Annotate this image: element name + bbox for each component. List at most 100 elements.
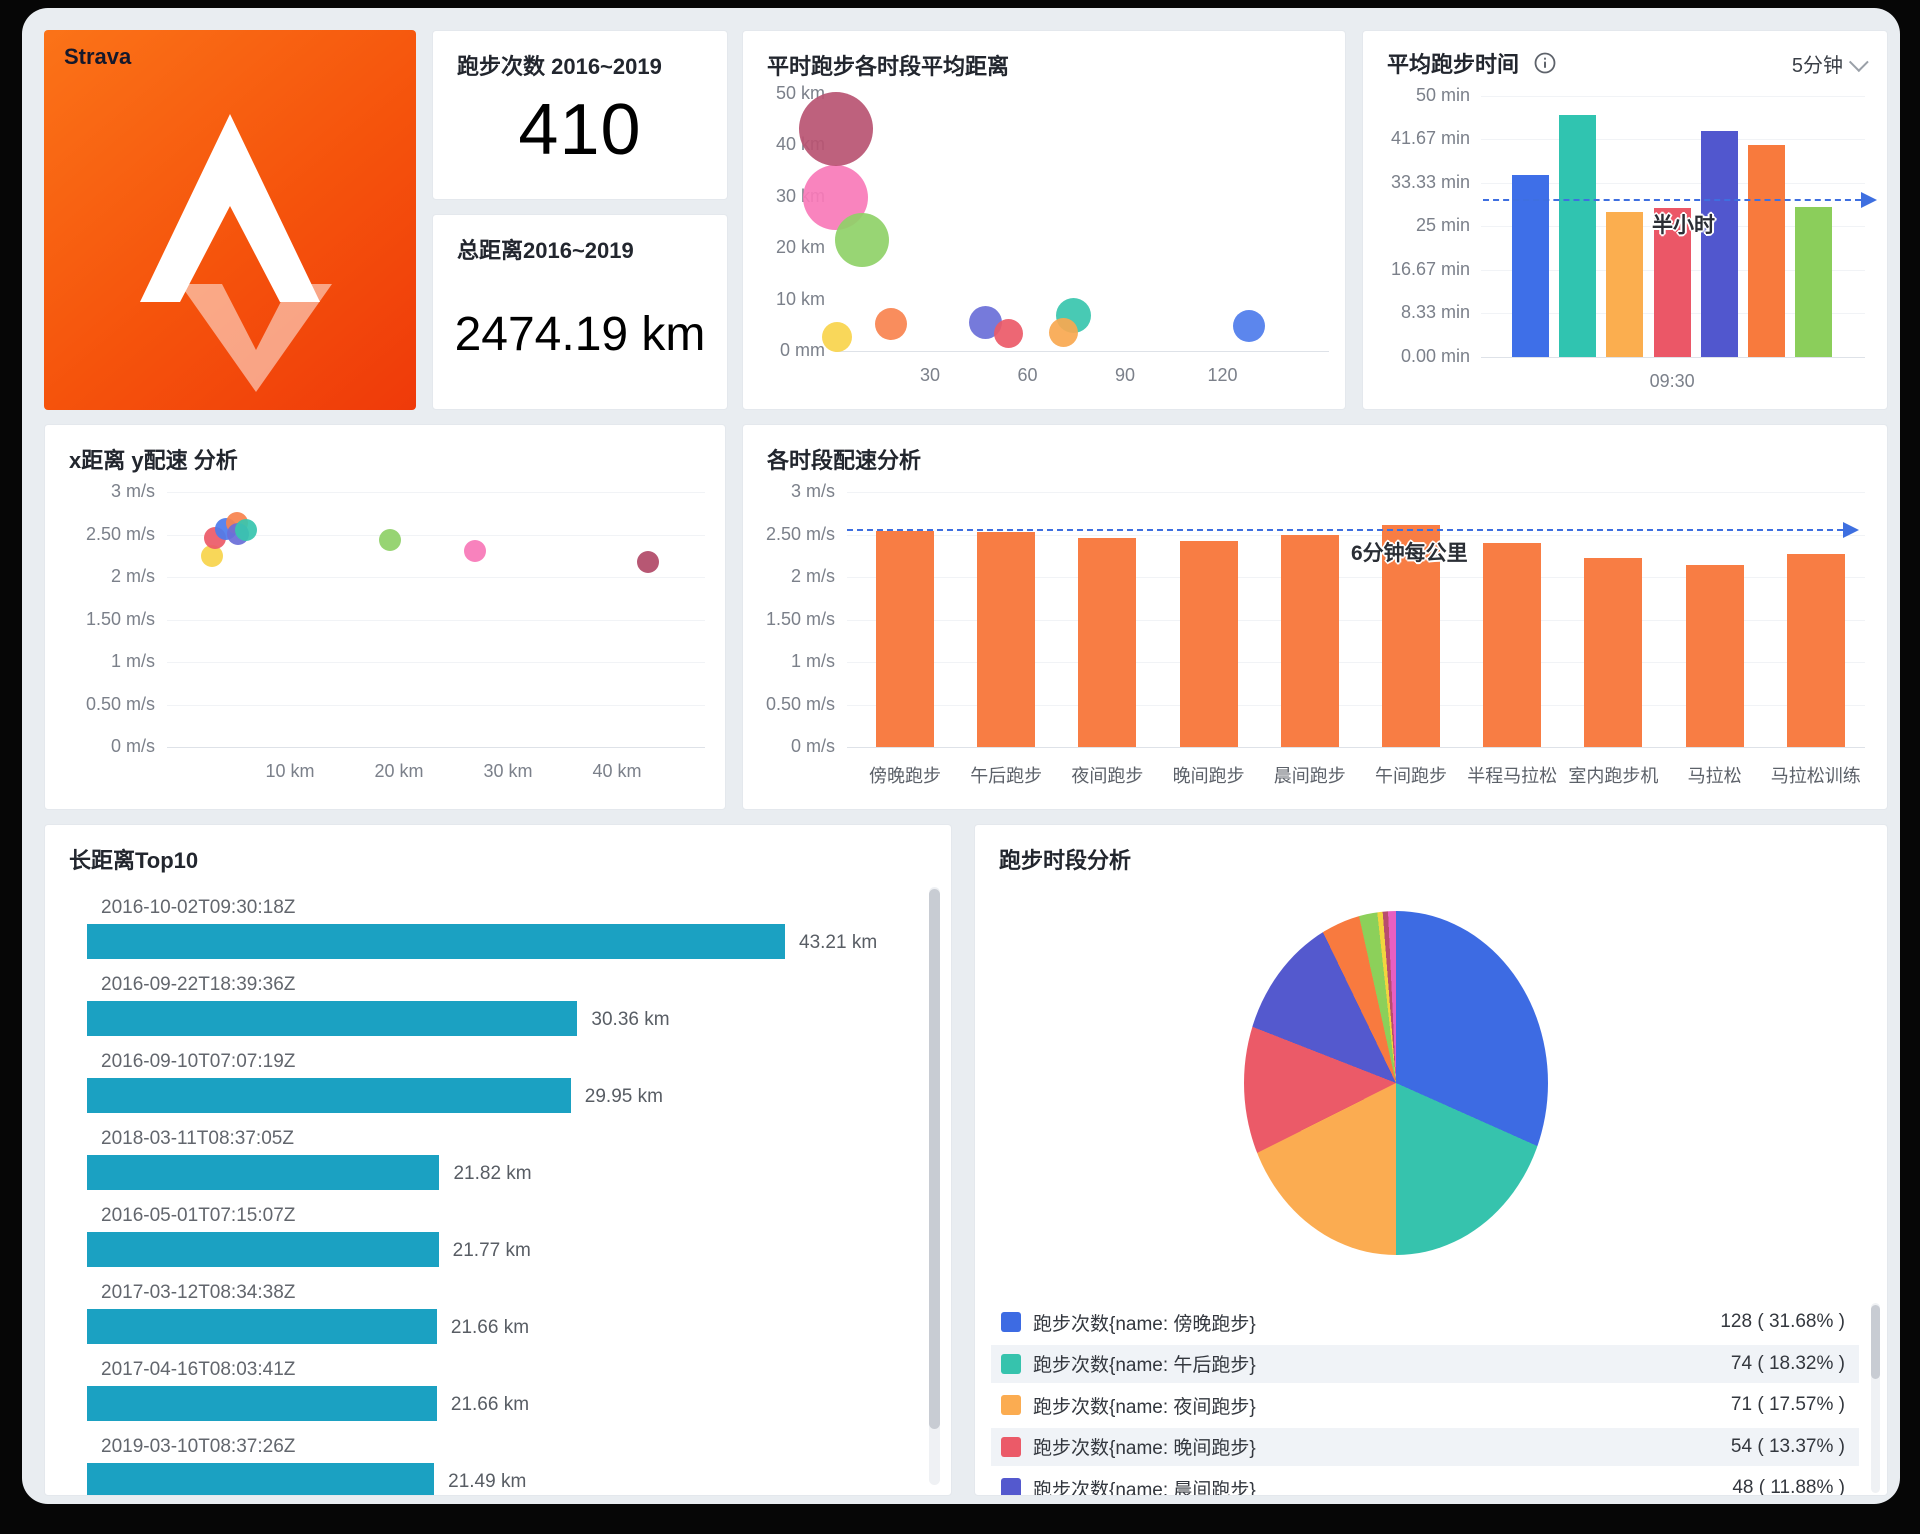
top10-bar[interactable] [87,1386,437,1421]
runs-count-value: 410 [518,90,642,170]
interval-dropdown[interactable]: 5分钟 [1792,49,1869,78]
pace-bar-半程马拉松[interactable] [1483,543,1542,747]
legend-scrollbar-thumb[interactable] [1871,1305,1880,1379]
x-axis-category-label: 晨间跑步 [1273,766,1346,786]
top10-value-label: 21.66 km [450,1317,530,1338]
pace-chart-plot: 3 m/s 2.50 m/s 2 m/s 1.50 m/s 1 m/s 0.50 m/s 0… [743,425,1887,809]
strava-brand-label: Strava [64,44,132,69]
bubble-晚间跑步[interactable] [993,318,1023,348]
y-axis-tick-label: 0.00 min [1400,345,1470,366]
legend-row-2[interactable]: 跑步次数{name: 夜间跑步} 71 ( 17.57% ) [991,1386,1859,1424]
scatter-point-5[interactable] [235,519,258,542]
legend-row-0[interactable]: 跑步次数{name: 傍晚跑步} 128 ( 31.68% ) [991,1303,1859,1341]
bubble-半程马拉松[interactable] [834,212,889,267]
pace-bar-晨间跑步[interactable] [1280,534,1339,747]
bubble-午间跑步[interactable] [875,307,907,340]
scatter-point-7[interactable] [464,539,487,562]
legend-scrollbar-track[interactable] [1871,1303,1880,1493]
bubble-夜间跑步[interactable] [1048,317,1078,347]
y-axis-tick-label: 33.33 min [1390,171,1470,192]
y-axis-tick-label: 0 m/s [790,736,835,756]
gridline [167,534,705,536]
scatter-point-8[interactable] [636,550,659,573]
legend-row-3[interactable]: 跑步次数{name: 晚间跑步} 54 ( 13.37% ) [991,1427,1859,1466]
y-axis-tick-label: 25 min [1415,215,1470,236]
legend-value-label: 54 ( 13.37% ) [1730,1435,1845,1457]
legend-series-label: 跑步次数{name: 傍晚跑步} [1033,1313,1256,1335]
top10-bar[interactable] [87,1309,437,1344]
gridline [1481,95,1865,97]
scatter-point-6[interactable] [379,528,402,551]
top10-scrollbar-thumb[interactable] [929,889,940,1429]
runs-card-title: 跑步次数 2016~2019 [457,54,662,79]
pie-chart[interactable] [1244,911,1548,1255]
avg-time-plot: 50 min 41.67 min 33.33 min 25 min 16.67 min 8… [1363,31,1887,409]
avg-time-bar-6[interactable] [1795,207,1833,357]
pace-bar-夜间跑步[interactable] [1078,537,1137,747]
reference-line-label: 6分钟每公里 [1351,542,1468,565]
top10-bar[interactable] [87,924,785,959]
top10-bar[interactable] [87,1001,578,1036]
top10-bar[interactable] [87,1232,439,1267]
gridline [167,577,705,578]
scatter-plot: 3 m/s 2.50 m/s 2 m/s 1.50 m/s 1 m/s 0.50 m/s 0… [45,425,725,809]
y-axis-tick-label: 8.33 min [1400,302,1470,323]
avg-time-bar-1[interactable] [1559,115,1597,357]
pace-bar-午后跑步[interactable] [977,531,1036,747]
gridline [847,662,1865,663]
legend-value-label: 48 ( 11.88% ) [1732,1477,1845,1496]
legend-row-1[interactable]: 跑步次数{name: 午后跑步} 74 ( 18.32% ) [991,1344,1859,1383]
pace-bar-傍晚跑步[interactable] [876,531,934,747]
avg-time-bar-0[interactable] [1512,174,1549,357]
legend-value-label: 128 ( 31.68% ) [1720,1311,1845,1332]
top10-date-label: 2017-03-12T08:34:38Z [101,1282,296,1303]
reference-line-label: 半小时 [1652,214,1715,237]
y-axis-tick-label: 1.50 m/s [85,608,155,629]
x-axis-category-label: 夜间跑步 [1071,766,1144,786]
legend-swatch [1001,1436,1021,1457]
bubble-马拉松[interactable] [798,92,873,167]
y-axis-tick-label: 41.67 min [1390,128,1470,149]
total-distance-card: 总距离2016~2019 2474.19 km [432,214,728,410]
pace-bar-马拉松训练[interactable] [1786,554,1845,747]
avg-time-title-row: 平均跑步时间 5分钟 [1387,47,1869,80]
info-icon[interactable] [1533,51,1557,80]
avg-time-bar-3[interactable] [1653,208,1691,357]
top10-value-label: 21.66 km [450,1394,530,1415]
runs-count-card: 跑步次数 2016~2019 410 [432,30,728,200]
top10-bar[interactable] [87,1155,440,1190]
scatter-title: x距离 y配速 分析 [69,448,238,473]
top10-date-label: 2016-09-22T18:39:36Z [101,974,296,995]
pace-bar-室内跑步机[interactable] [1584,558,1643,747]
legend-series-label: 跑步次数{name: 晨间跑步} [1033,1479,1256,1496]
y-axis-tick-label: 10 km [775,288,825,309]
x-axis-category-label: 半程马拉松 [1467,766,1558,786]
gridline [167,619,705,621]
x-axis-tick-label: 09:30 [1649,371,1695,391]
top10-date-label: 2017-04-16T08:03:41Z [101,1359,296,1380]
legend-value-label: 74 ( 18.32% ) [1730,1352,1845,1374]
pace-bar-马拉松[interactable] [1685,565,1744,747]
avg-time-bar-4[interactable] [1700,131,1738,357]
strava-card: Strava [44,30,416,410]
pace-bar-午间跑步[interactable] [1382,525,1440,747]
pace-by-period-panel: 各时段配速分析 3 m/s 2.50 m/s 2 m/s 1.50 m/s 1 m/s 0… [742,424,1888,810]
avg-time-bar-2[interactable] [1606,212,1644,357]
scatter-point-0[interactable] [200,544,223,567]
avg-time-bar-5[interactable] [1748,145,1785,357]
reference-dashed-line [847,529,1843,532]
y-axis-tick-label: 3 m/s [790,481,835,501]
y-axis-tick-label: 2 m/s [110,566,155,586]
legend-row-4[interactable]: 跑步次数{name: 晨间跑步} 48 ( 11.88% ) [991,1469,1859,1496]
top10-bar[interactable] [87,1463,435,1495]
top10-bar[interactable] [87,1078,571,1113]
avg-run-time-panel: 平均跑步时间 5分钟 50 min 41.67 min 33.33 min 25 mi… [1362,30,1888,410]
pace-bar-晚间跑步[interactable] [1179,541,1238,747]
x-axis-category-label: 马拉松训练 [1770,766,1861,786]
top10-rows: 2016-10-02T09:30:18Z 43.21 km 2016-09-22T1… [45,825,951,1495]
bubble-室内跑步机[interactable] [822,321,853,352]
pace-chart-title: 各时段配速分析 [767,448,922,473]
gridline [167,662,705,663]
x-axis-tick-label: 90 [1114,365,1136,385]
bubble-傍晚跑步[interactable] [1232,310,1265,343]
